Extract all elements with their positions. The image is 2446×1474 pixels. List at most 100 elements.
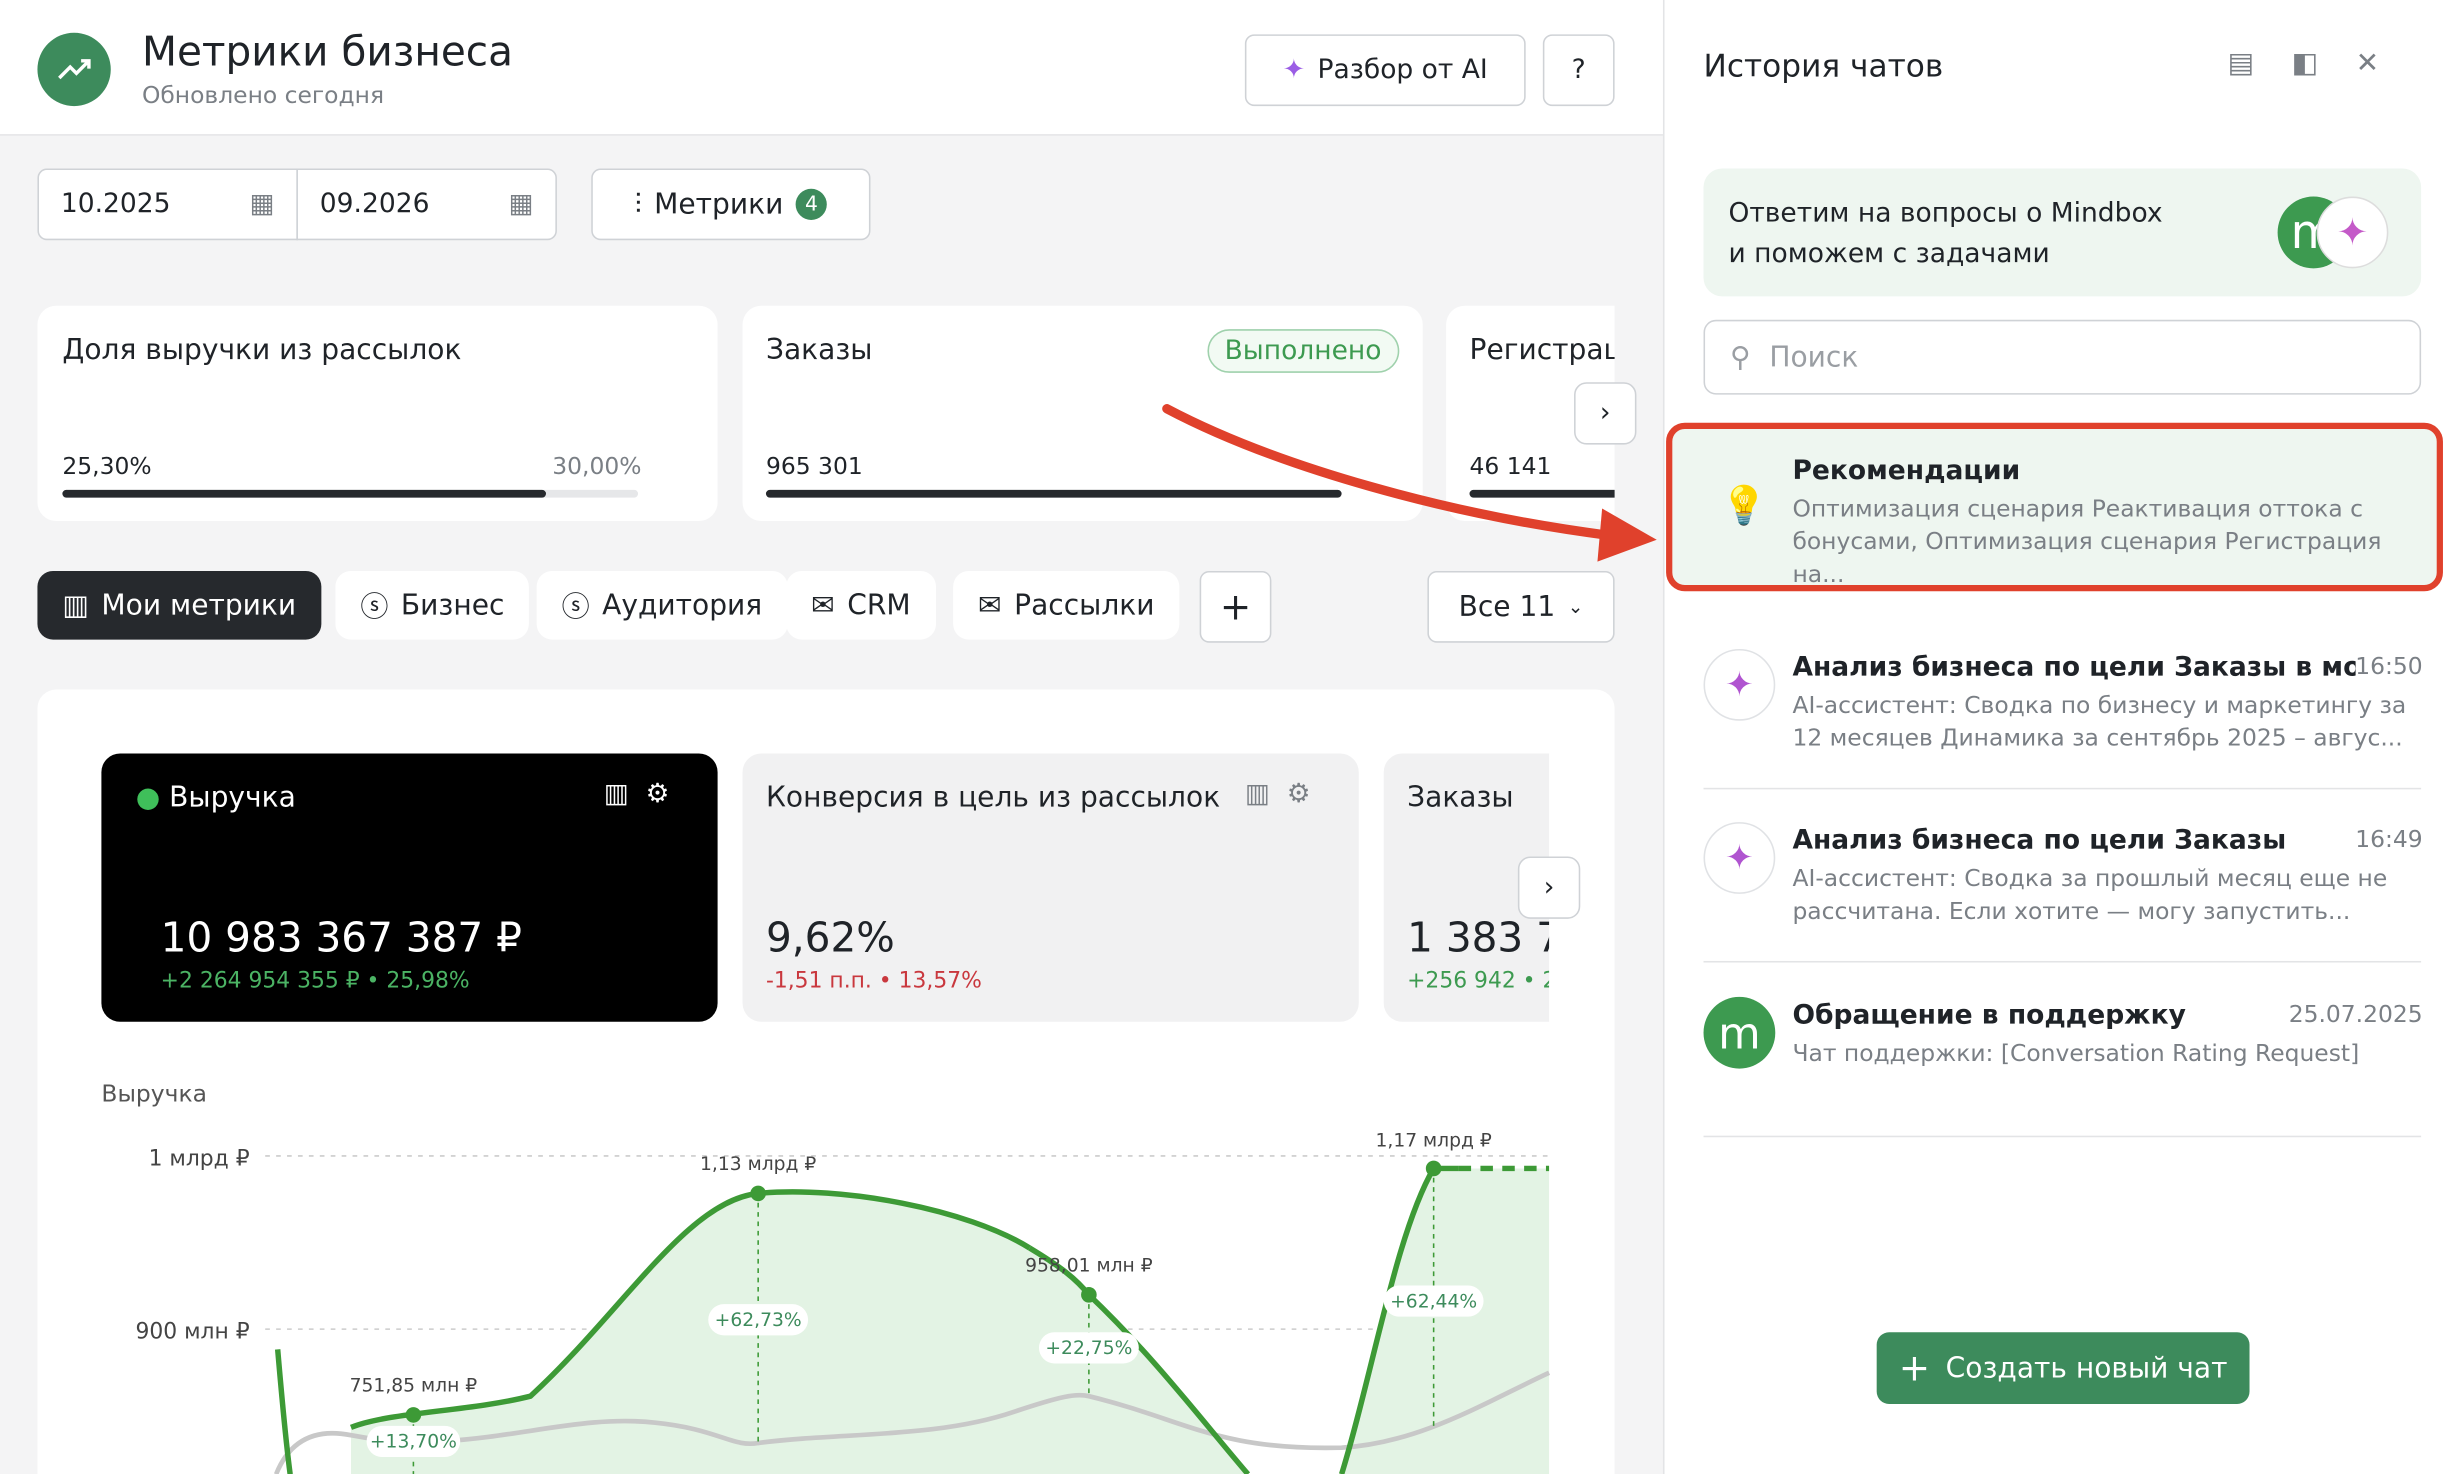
metric-delta: -1,51 п.п. • 13,57%: [765, 968, 982, 994]
sparkle: ✦: [1282, 54, 1306, 86]
tab-icon: ▥: [62, 588, 89, 622]
tab-label: Бизнес: [400, 588, 505, 622]
new-chat-label: Создать новый чат: [1945, 1351, 2228, 1385]
new-chat-button[interactable]: + Создать новый чат: [1876, 1332, 2250, 1404]
tab-icon: ⓢ: [360, 591, 389, 624]
ai-avatar: ✦: [1703, 648, 1776, 721]
card-value: 25,30%: [62, 452, 152, 481]
change: +22,75%: [1045, 1338, 1132, 1359]
bulb-icon: 💡: [1720, 483, 1768, 528]
date-from[interactable]: 10.2025 ▦: [37, 168, 298, 241]
metric-value: 9,62%: [765, 915, 895, 963]
card-target: 30,00%: [552, 452, 642, 481]
divider: [1703, 1135, 2422, 1138]
status-badge: Выполнено: [1207, 329, 1399, 373]
sliders-icon: ⫶: [634, 187, 642, 221]
promo: Ответим на вопросы о Mindbox и поможем с…: [1703, 168, 2422, 297]
points: [405, 1160, 1442, 1423]
calendar-icon: ▦: [508, 188, 534, 220]
change: +62,44%: [1390, 1291, 1477, 1312]
chat-item[interactable]: Обращение в поддержку 25.07.2025 Чат подд…: [1792, 1000, 2422, 1070]
ai-button[interactable]: ✦ Разбор от AI: [1244, 34, 1526, 107]
ai-button-label: Разбор от AI: [1317, 54, 1488, 86]
promo-text: Ответим на вопросы о Mindbox и поможем с…: [1728, 193, 2162, 274]
area: [350, 1168, 1550, 1474]
metric-title: Заказы: [1407, 781, 1514, 815]
tab-icon: ⓢ: [561, 591, 590, 624]
point-labels: 751,85 млн ₽ 1,13 млрд ₽ 958,01 млн ₽ 1,…: [350, 1131, 1492, 1397]
tab[interactable]: ⓢ Бизнес: [335, 570, 530, 640]
chat-time: 16:49: [2355, 825, 2423, 854]
tab[interactable]: ✉ CRM: [786, 570, 936, 640]
tab[interactable]: ⓢ Аудитория: [536, 570, 788, 640]
date-to[interactable]: 09.2026 ▦: [296, 168, 557, 241]
card-icons: ▥ ⚙: [603, 778, 670, 810]
metrics-button[interactable]: ⫶ Метрики 4: [591, 168, 871, 241]
progress: [62, 489, 639, 498]
chat-time: 16:50: [2355, 652, 2423, 681]
metric-card[interactable]: Конверсия в цель из рассылок ▥ ⚙ 9,62% -…: [742, 753, 1359, 1022]
all-tabs-label: Все 11: [1458, 590, 1556, 624]
tab-label: Аудитория: [602, 588, 763, 622]
chat-item[interactable]: Рекомендации Оптимизация сценария Реакти…: [1792, 456, 2419, 592]
summary-card[interactable]: Доля выручки из рассылок 25,30% 30,00%: [37, 305, 718, 522]
progress: [765, 489, 1342, 498]
metric-value: 10 983 367 387 ₽: [160, 915, 522, 963]
promo-line: Ответим на вопросы о Mindbox: [1728, 198, 2163, 230]
chevron: ⌄: [1567, 595, 1584, 618]
metric-title: Конверсия в цель из рассылок: [765, 781, 1221, 815]
scroll-right[interactable]: ›: [1517, 856, 1581, 919]
chart-label: Выручка: [101, 1079, 207, 1108]
metric-title: ● Выручка: [135, 781, 296, 815]
add-tab[interactable]: +: [1199, 570, 1272, 643]
card-title: Заказы: [765, 333, 873, 367]
chat-time: 25.07.2025: [2288, 999, 2423, 1029]
tab-label: CRM: [847, 588, 911, 622]
promo-line: и поможем с задачами: [1728, 238, 2050, 270]
tab-icon: ✉: [978, 588, 1002, 622]
logo-icon: [58, 59, 91, 80]
tab[interactable]: ✉ Рассылки: [953, 570, 1180, 640]
date-to-text: 09.2026: [319, 188, 430, 220]
chat-preview: AI-ассистент: Сводка за прошлый месяц ещ…: [1792, 864, 2388, 926]
metric-title-text: Выручка: [169, 781, 296, 815]
tab-label: Рассылки: [1014, 588, 1155, 622]
card-icons: ▥ ⚙: [1244, 778, 1311, 810]
calendar-icon: ▦: [249, 188, 275, 220]
chat-title: Анализ бизнеса по цели Заказы: [1792, 825, 2287, 857]
chat-title: Обращение в поддержку: [1792, 999, 2186, 1032]
chat-title: Рекомендации: [1792, 455, 2021, 487]
search[interactable]: ⚲ Поиск: [1703, 319, 2422, 395]
help-button[interactable]: ?: [1542, 34, 1615, 107]
metrics-count: 4: [795, 188, 828, 220]
chat-preview: Чат поддержки: [Conversation Rating Requ…: [1792, 1038, 2360, 1068]
point-value: 1,17 млрд ₽: [1375, 1131, 1491, 1152]
ai-logo: ✦: [2316, 196, 2389, 269]
sidebar-actions[interactable]: ▤◧✕: [2227, 46, 2417, 80]
sidebar-title: История чатов: [1703, 46, 1944, 85]
metric-card-active[interactable]: ● Выручка ▥ ⚙ 10 983 367 387 ₽ +2 264 95…: [101, 753, 718, 1022]
card-value: 965 301: [765, 452, 863, 481]
chat-item[interactable]: Анализ бизнеса по цели Заказы в моб... 16…: [1792, 652, 2422, 755]
point-value: 1,13 млрд ₽: [700, 1154, 816, 1175]
chat-highlight[interactable]: [1666, 422, 2443, 592]
chat-item[interactable]: Анализ бизнеса по цели Заказы 16:49 AI-ас…: [1792, 825, 2422, 928]
metric-delta: +2 264 954 355 ₽ • 25,98%: [160, 968, 470, 994]
change: +13,70%: [370, 1432, 457, 1453]
card-title: Регистрац: [1469, 333, 1615, 367]
chat-preview: Оптимизация сценария Реактивация оттока …: [1792, 494, 2382, 589]
tab-active[interactable]: ▥ Мои метрики: [37, 570, 322, 640]
tab-label: Мои метрики: [101, 588, 297, 622]
divider: [1703, 787, 2422, 790]
all-tabs[interactable]: Все 11 ⌄: [1427, 570, 1615, 643]
change: +62,73%: [715, 1310, 802, 1331]
page-subtitle: Обновлено сегодня: [141, 81, 385, 110]
page-title: Метрики бизнеса: [141, 29, 513, 77]
change-badges: +13,70% +62,73% +22,75% +62,44%: [366, 1285, 1484, 1458]
card-title: Доля выручки из рассылок: [62, 333, 462, 367]
plus-icon: +: [1898, 1346, 1931, 1390]
metric-delta: +256 942 • 2: [1407, 968, 1550, 994]
chat-title: Анализ бизнеса по цели Заказы в моб...: [1792, 652, 2356, 684]
